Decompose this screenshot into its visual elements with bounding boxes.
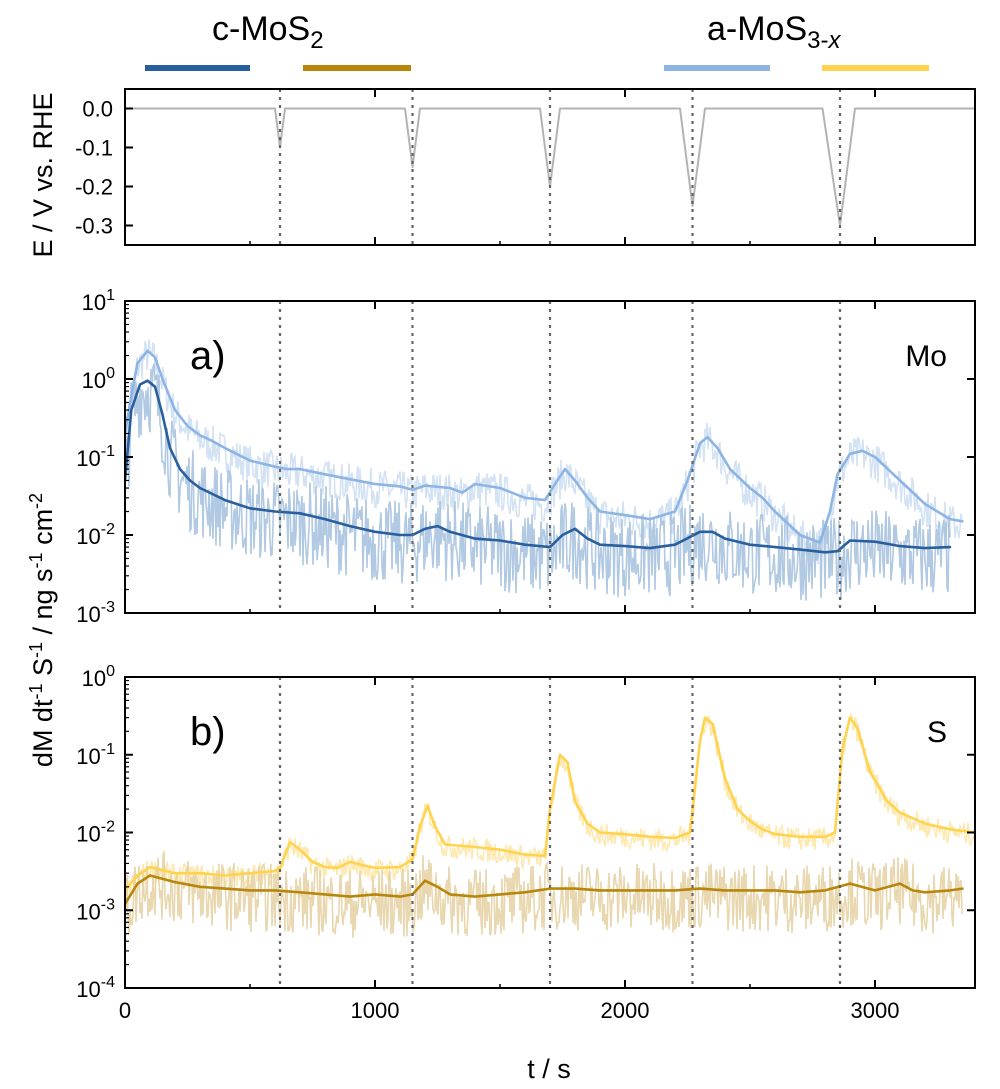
legend-title-a-mos3: a-MoS3-x: [707, 10, 841, 54]
y-tick-label: 100: [82, 663, 115, 691]
series-line-c-mos2: [125, 379, 952, 554]
series-line-c-mos2: [125, 874, 964, 906]
x-tick-label: 3000: [851, 998, 900, 1023]
plot-area: [125, 107, 975, 227]
plot-area: [125, 712, 975, 938]
y-axis-title-potential: E / V vs. RHE: [28, 92, 58, 257]
y-tick-label: 101: [82, 287, 115, 315]
y-tick-label: 100: [82, 365, 115, 393]
y-tick-label: 10-2: [76, 521, 115, 549]
panel-label: a): [190, 334, 226, 378]
series-line-a-mos3: [125, 349, 964, 544]
y-tick-label: 10-3: [76, 599, 115, 627]
series-line-a-mos3: [125, 716, 975, 892]
x-tick-label: 0: [119, 998, 131, 1023]
y-tick-label: -0.2: [75, 175, 113, 200]
plot-frame: [124, 88, 976, 246]
legend-title-c-mos2: c-MoS2: [212, 10, 324, 54]
y-tick-label: -0.3: [75, 214, 113, 239]
y-axis-title-rate: dM dt-1 S-1 / ng s-1 cm-2: [26, 493, 58, 767]
y-tick-label: 0.0: [82, 97, 113, 122]
y-tick-label: 10-3: [76, 896, 115, 924]
x-tick-label: 1000: [351, 998, 400, 1023]
y-tick-label: 10-4: [76, 974, 115, 1002]
x-tick-label: 2000: [601, 998, 650, 1023]
raw-trace-c-mos2: [125, 363, 951, 601]
panel-b-s: 0 1000 2000 3000 100 10-1 10-2 10-3 10-4 b) S: [76, 663, 976, 1023]
panel-a-mo: 101 100 10-1 10-2 10-3 a) Mo: [76, 287, 976, 627]
raw-trace-c-mos2: [125, 851, 963, 938]
y-tick-label: 10-2: [76, 819, 115, 847]
y-tick-label: 10-1: [76, 443, 115, 471]
y-tick-label: 10-1: [76, 741, 115, 769]
element-label: Mo: [905, 340, 947, 373]
y-tick-label: -0.1: [75, 136, 113, 161]
potential-line: [125, 107, 975, 227]
x-axis-title: t / s: [527, 1054, 571, 1084]
panel-potential: 0.0 -0.1 -0.2 -0.3: [75, 88, 976, 246]
panel-label: b): [190, 710, 226, 754]
legend: c-MoS2 a-MoS3-x: [145, 10, 929, 71]
plot-area: [125, 339, 964, 601]
element-label: S: [927, 716, 947, 749]
